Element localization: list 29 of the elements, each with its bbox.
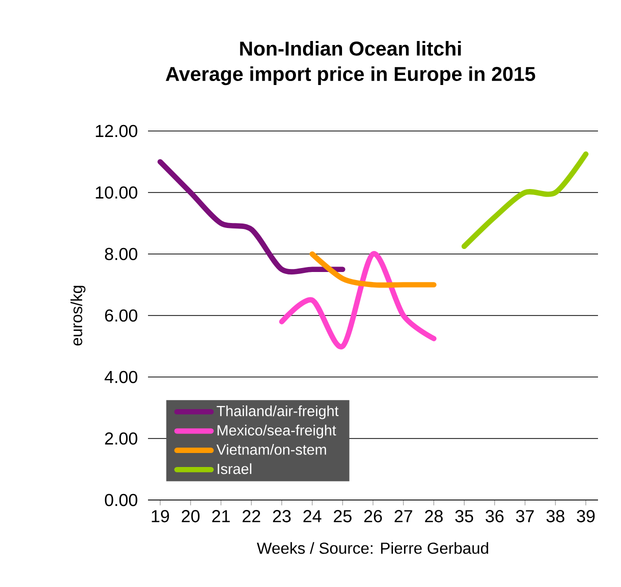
- x-tick-label: 19: [152, 510, 169, 522]
- x-tick-label: 21: [212, 510, 230, 522]
- legend-label: Mexico/sea-freight: [218, 424, 336, 438]
- x-tick-label: 38: [546, 510, 564, 522]
- y-tick-label: 4.00: [104, 370, 138, 384]
- y-tick-label: 12.00: [96, 124, 138, 138]
- y-tick-label: 2.00: [105, 432, 138, 445]
- x-tick-label: 27: [394, 510, 412, 522]
- x-tick-label: 36: [486, 510, 504, 522]
- x-axis-title: Weeks / Source: Pierre Gerbaud: [256, 542, 488, 554]
- x-tick-label: 20: [182, 510, 200, 522]
- x-tick-label: 39: [576, 510, 595, 522]
- x-tick-label: 35: [455, 510, 474, 522]
- x-tick-label: 24: [303, 510, 322, 522]
- legend-label: Thailand/air-freight: [216, 405, 339, 420]
- y-tick-label: 10.00: [96, 186, 138, 199]
- x-tick-label: 23: [273, 510, 291, 522]
- y-tick-label: 0.00: [104, 494, 138, 506]
- x-tick-label: 22: [242, 510, 260, 522]
- x-tick-label: 25: [334, 510, 352, 522]
- y-axis-title: euros/kg: [70, 286, 86, 346]
- x-tick-label: 37: [516, 510, 534, 522]
- chart-title: Non-Indian Ocean litchi Average import price in Europe in 2015: [166, 41, 536, 86]
- legend-label: Israel: [218, 463, 252, 474]
- x-tick-label: 26: [364, 510, 382, 522]
- x-tick-label: 28: [425, 510, 443, 522]
- legend-label: Vietnam/on-stem: [216, 444, 326, 455]
- y-tick-label: 8.00: [104, 248, 138, 260]
- y-tick-label: 6.00: [105, 309, 138, 322]
